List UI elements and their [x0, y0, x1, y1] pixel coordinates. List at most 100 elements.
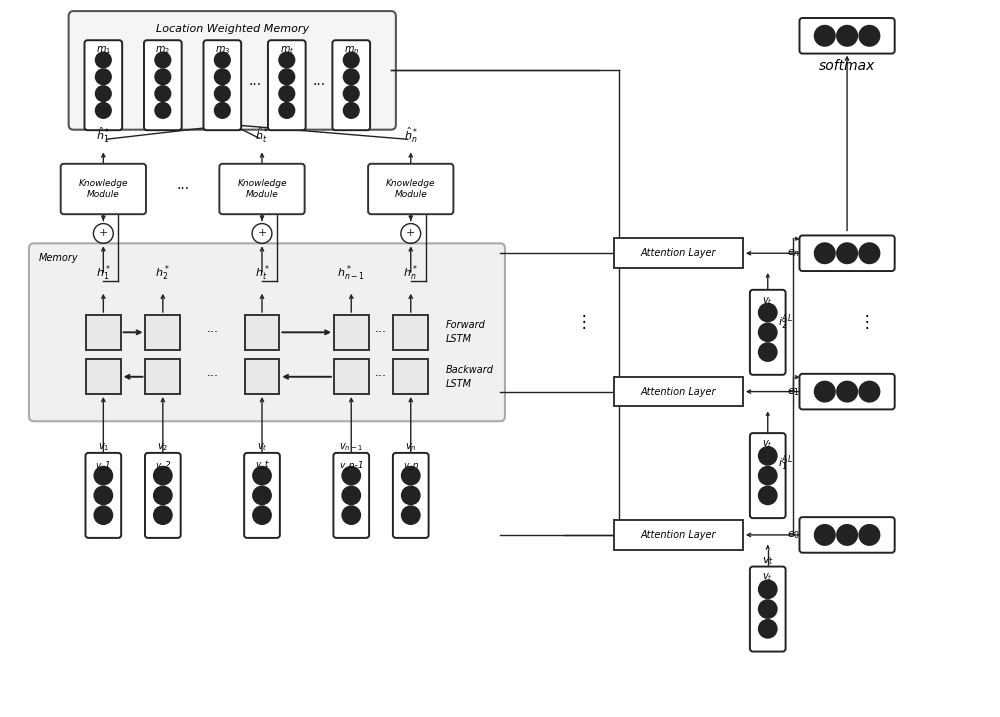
Circle shape [155, 86, 170, 101]
Circle shape [279, 86, 294, 101]
Text: $v_t$: $v_t$ [762, 438, 773, 450]
Text: Memory: Memory [39, 253, 78, 263]
Circle shape [759, 487, 777, 504]
Circle shape [759, 467, 777, 485]
Text: $v_t$: $v_t$ [762, 571, 773, 584]
Circle shape [94, 487, 112, 504]
Text: ···: ··· [312, 78, 326, 92]
FancyBboxPatch shape [29, 243, 505, 422]
FancyBboxPatch shape [61, 163, 146, 214]
Text: v_2: v_2 [155, 460, 171, 469]
FancyBboxPatch shape [750, 433, 786, 518]
Circle shape [279, 70, 294, 85]
Text: softmax: softmax [819, 59, 875, 72]
Text: ···: ··· [206, 326, 218, 339]
Text: +: + [406, 229, 415, 239]
Text: LSTM: LSTM [445, 334, 471, 344]
Text: $m_3$: $m_3$ [215, 44, 230, 56]
Circle shape [402, 506, 420, 524]
Circle shape [154, 467, 172, 485]
Text: $\hat{h}_t^*$: $\hat{h}_t^*$ [255, 125, 269, 145]
Circle shape [253, 506, 271, 524]
FancyBboxPatch shape [393, 315, 428, 350]
Circle shape [837, 243, 857, 263]
Text: v_t: v_t [255, 460, 269, 469]
Circle shape [837, 525, 857, 545]
Text: $e_0$: $e_0$ [787, 529, 800, 541]
Circle shape [759, 600, 777, 618]
Text: $v_{n-1}$: $v_{n-1}$ [339, 441, 363, 453]
Text: $m_t$: $m_t$ [280, 44, 294, 56]
Circle shape [155, 52, 170, 67]
FancyBboxPatch shape [69, 11, 396, 130]
Text: $h_t^*$: $h_t^*$ [255, 263, 269, 283]
Text: v_n: v_n [403, 460, 419, 469]
Text: $i_2^{AL}$: $i_2^{AL}$ [778, 313, 793, 332]
FancyBboxPatch shape [614, 520, 743, 550]
Text: v_n-1: v_n-1 [339, 460, 364, 469]
Text: $h_2^*$: $h_2^*$ [155, 263, 170, 283]
FancyBboxPatch shape [368, 163, 453, 214]
Text: $m_1$: $m_1$ [96, 44, 111, 56]
Text: Attention Layer: Attention Layer [641, 248, 716, 258]
Text: Location Weighted Memory: Location Weighted Memory [156, 24, 309, 34]
FancyBboxPatch shape [203, 40, 241, 130]
Text: $v_{1}$: $v_{1}$ [98, 441, 109, 453]
Circle shape [402, 467, 420, 485]
Circle shape [815, 243, 835, 263]
Circle shape [759, 343, 777, 361]
Text: $v_{n}$: $v_{n}$ [405, 441, 417, 453]
FancyBboxPatch shape [86, 359, 121, 394]
Circle shape [815, 525, 835, 545]
FancyBboxPatch shape [393, 453, 429, 538]
Circle shape [837, 26, 857, 46]
Text: $\hat{h}_n^*$: $\hat{h}_n^*$ [404, 125, 418, 145]
FancyBboxPatch shape [85, 453, 121, 538]
FancyBboxPatch shape [245, 315, 279, 350]
Circle shape [859, 525, 879, 545]
Circle shape [342, 506, 360, 524]
Text: $m_2$: $m_2$ [155, 44, 170, 56]
Text: $i_1^{AL}$: $i_1^{AL}$ [778, 453, 793, 473]
FancyBboxPatch shape [393, 359, 428, 394]
Text: $v_{t}$: $v_{t}$ [257, 441, 267, 453]
FancyBboxPatch shape [86, 315, 121, 350]
Text: $v_{2}$: $v_{2}$ [157, 441, 168, 453]
Circle shape [342, 467, 360, 485]
Circle shape [859, 26, 879, 46]
FancyBboxPatch shape [750, 290, 786, 375]
Text: ···: ··· [248, 78, 261, 92]
FancyBboxPatch shape [799, 235, 895, 271]
Text: ···: ··· [375, 326, 387, 339]
Text: $e_n$: $e_n$ [787, 247, 800, 259]
FancyBboxPatch shape [84, 40, 122, 130]
Text: $h_{n-1}^*$: $h_{n-1}^*$ [337, 263, 365, 283]
Circle shape [837, 381, 857, 402]
Circle shape [342, 487, 360, 504]
Circle shape [215, 86, 230, 101]
Text: $v_t$: $v_t$ [762, 555, 774, 566]
Circle shape [96, 86, 111, 101]
FancyBboxPatch shape [750, 566, 786, 652]
Circle shape [94, 506, 112, 524]
Text: $e_1$: $e_1$ [787, 386, 800, 397]
Text: +: + [99, 229, 108, 239]
Circle shape [215, 103, 230, 118]
Circle shape [154, 506, 172, 524]
Circle shape [759, 303, 777, 321]
Text: ⋮: ⋮ [859, 313, 875, 331]
Text: Knowledge
Module: Knowledge Module [237, 179, 287, 199]
Text: ···: ··· [375, 370, 387, 384]
FancyBboxPatch shape [268, 40, 306, 130]
FancyBboxPatch shape [145, 453, 181, 538]
Circle shape [759, 447, 777, 465]
Circle shape [344, 52, 359, 67]
Circle shape [155, 70, 170, 85]
FancyBboxPatch shape [144, 40, 182, 130]
Text: $h_n^*$: $h_n^*$ [403, 263, 418, 283]
Text: Backward: Backward [445, 365, 493, 375]
Text: ···: ··· [176, 182, 189, 196]
Circle shape [96, 103, 111, 118]
Circle shape [344, 70, 359, 85]
FancyBboxPatch shape [332, 40, 370, 130]
